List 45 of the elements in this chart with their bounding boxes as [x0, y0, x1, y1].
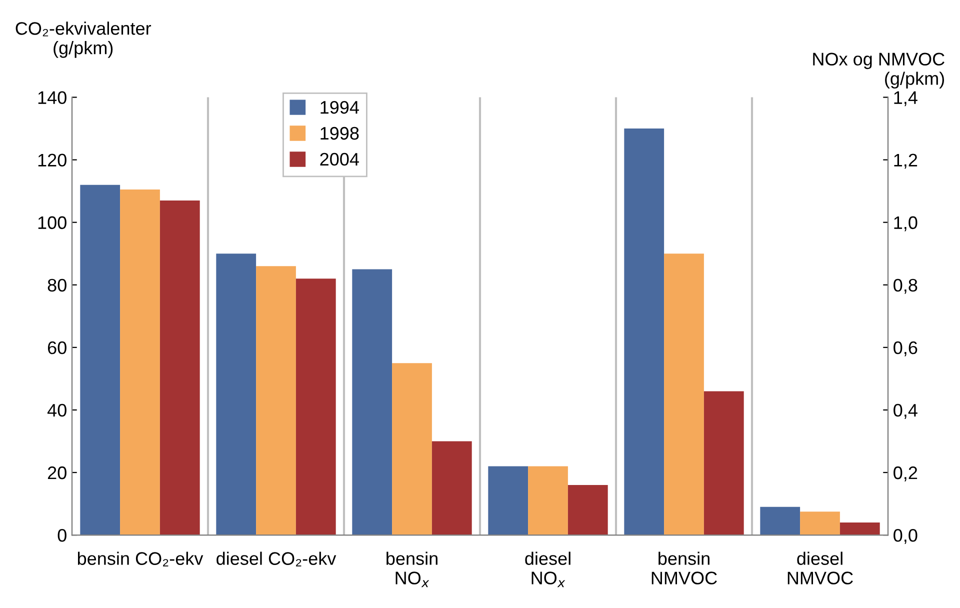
bar	[352, 269, 392, 536]
x-tick-label: diesel NO$_{x}$	[525, 552, 570, 588]
x-tick-label: bensin NO$_{x}$	[386, 552, 438, 588]
y2-tick-label: 0,4	[894, 404, 918, 419]
y-tick-label: 80	[48, 278, 66, 292]
y2-tick-label: 0,2	[894, 466, 918, 482]
x-tick-label: bensin NMVOC	[652, 552, 717, 584]
y2-tick-label: 0,6	[894, 341, 918, 356]
bar	[624, 128, 664, 536]
y-tick-label: 120	[38, 154, 66, 167]
legend-label: 1998	[320, 126, 359, 140]
y-tick-label: 140	[38, 91, 66, 104]
bar	[760, 506, 800, 536]
y-axis-title: CO₂-ekvivalenter (g/pkm)	[16, 22, 152, 58]
y2-tick-label: 1,2	[894, 154, 918, 169]
y2-tick-label: 0,8	[894, 278, 918, 294]
bar	[296, 278, 336, 536]
bar	[392, 363, 432, 536]
bar	[256, 266, 296, 536]
y-tick-label: 20	[48, 466, 66, 480]
bar	[800, 512, 840, 536]
bar	[160, 200, 200, 536]
bar	[432, 441, 472, 536]
y-tick-label: 100	[38, 216, 66, 230]
y2-tick-label: 0,0	[894, 528, 918, 544]
x-tick-label: diesel NMVOC	[788, 552, 853, 584]
y2-axis-title: NOx og NMVOC (g/pkm)	[813, 52, 944, 89]
bar	[120, 190, 160, 536]
bar	[568, 485, 608, 536]
y2-tick-label: 1,4	[894, 91, 918, 106]
y2-tick-label: 1,0	[894, 216, 918, 232]
bar	[488, 466, 528, 536]
bar	[840, 522, 880, 536]
bar	[664, 254, 704, 536]
y-tick-label: 0	[58, 528, 66, 542]
bar	[216, 254, 256, 536]
legend-label: 1994	[320, 100, 359, 114]
legend-label: 2004	[320, 152, 359, 166]
x-tick-label: diesel CO₂-ekv	[216, 552, 336, 566]
x-tick-label: bensin CO₂-ekv	[78, 552, 204, 566]
bar	[704, 391, 744, 536]
y-tick-label: 60	[48, 341, 66, 354]
y-tick-label: 40	[47, 404, 66, 417]
bar	[528, 466, 568, 536]
bar	[80, 184, 120, 536]
